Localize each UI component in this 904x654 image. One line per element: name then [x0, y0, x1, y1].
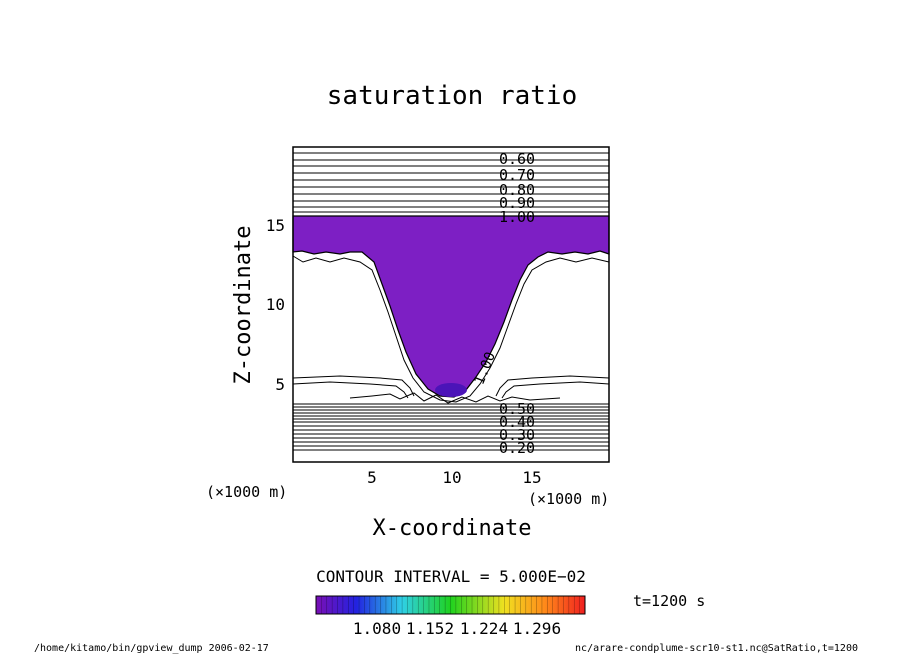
- y-axis-title: Z-coordinate: [231, 226, 256, 385]
- y-tick-label: 10: [266, 295, 285, 314]
- lower-contour-lines: [293, 403, 609, 451]
- time-label: t=1200 s: [633, 592, 705, 610]
- contour-label: 0.50: [499, 400, 535, 418]
- upper-contour-labels: 0.60 0.70 0.80 0.90 1.00: [499, 150, 535, 226]
- contour-base-left-2: [292, 381, 409, 399]
- x-unit-label: (×1000 m): [528, 490, 609, 508]
- colorbar-tick-label: 1.296: [513, 619, 561, 638]
- contour-label: 0.90: [499, 194, 535, 212]
- colorbar-segments: [321, 596, 580, 614]
- footer-left: /home/kitamo/bin/gpview_dump 2006-02-17: [34, 643, 269, 654]
- chart-title: saturation ratio: [327, 81, 577, 111]
- plot-frame: [292, 146, 610, 463]
- contour-interval: CONTOUR INTERVAL = 5.000E−02: [316, 567, 586, 586]
- colorbar-tick-label: 1.224: [460, 619, 508, 638]
- x-axis-title: X-coordinate: [373, 516, 532, 541]
- contour-base-zigzag: [349, 392, 561, 404]
- colorbar-tick-label: 1.152: [406, 619, 454, 638]
- x-tick-label: 10: [442, 468, 461, 487]
- y-tick-labels: 5 10 15: [266, 216, 285, 394]
- contour-base-left-1: [292, 375, 415, 397]
- plot-area: [292, 146, 610, 463]
- contour-label: 0.40: [499, 413, 535, 431]
- x-tick-label: 5: [367, 468, 377, 487]
- contour-below-plume: [292, 255, 610, 403]
- contour-label: 0.80: [499, 181, 535, 199]
- y-tick-label: 15: [266, 216, 285, 235]
- colorbar-tick-label: 1.080: [353, 619, 401, 638]
- y-unit-label: (×1000 m): [206, 483, 287, 501]
- lower-contour-labels: 0.50 0.40 0.30 0.20: [499, 400, 535, 457]
- footer-right: nc/arare-condplume-scr10-st1.nc@SatRatio…: [575, 643, 858, 654]
- x-tick-label: 15: [522, 468, 541, 487]
- contour-label: 0.30: [499, 426, 535, 444]
- colorbar-frame: [315, 595, 586, 615]
- contour-base-right-2: [501, 381, 610, 399]
- contour-label: 0.70: [499, 166, 535, 184]
- contour-label: 0.60: [499, 150, 535, 168]
- y-tick-label: 5: [275, 375, 285, 394]
- plume-core: [435, 383, 467, 397]
- contour-label: 0.20: [499, 439, 535, 457]
- supersaturated-region: [292, 215, 610, 398]
- contour-base-right-1: [495, 375, 610, 397]
- contour-label: 1.00: [499, 208, 535, 226]
- colorbar: [315, 595, 586, 615]
- x-tick-labels: 5 10 15: [367, 468, 541, 487]
- upper-contour-lines: [293, 152, 609, 213]
- colorbar-tick-labels: 1.080 1.152 1.224 1.296: [353, 619, 561, 638]
